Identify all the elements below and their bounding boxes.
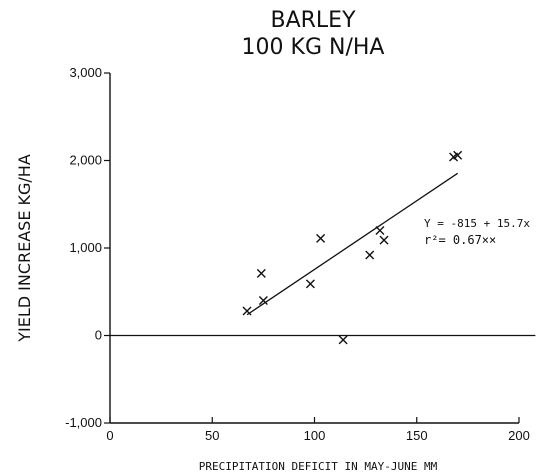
x-tick-label: 0 [106, 428, 113, 443]
data-point [258, 296, 268, 305]
data-point [375, 226, 385, 235]
data-point [379, 235, 389, 245]
plot-area: -1,000 0 1,000 2,000 3,000 0 50 100 150 200 [65, 65, 536, 443]
y-tick-label: 0 [95, 328, 102, 343]
regression-equation: Y = -815 + 15.7x [424, 217, 530, 230]
data-point [338, 335, 348, 345]
chart-subtitle: 100 KG N/HA [242, 35, 385, 60]
data-point [365, 250, 375, 260]
data-point [242, 306, 252, 316]
x-tick-label: 150 [406, 428, 428, 443]
data-point [316, 233, 326, 243]
y-tick-label: 3,000 [69, 65, 102, 80]
r-squared-label: r²= 0.67×× [424, 233, 496, 247]
x-axis-label: PRECIPITATION DEFICIT IN MAY-JUNE MM [199, 460, 438, 473]
data-point [305, 279, 315, 289]
data-point [453, 150, 463, 160]
data-point [256, 268, 266, 278]
y-axis-label: YIELD INCREASE KG/HA [15, 154, 34, 343]
y-tick-label: 2,000 [69, 153, 102, 168]
y-tick-label: -1,000 [65, 415, 102, 430]
x-tick-label: 50 [205, 428, 219, 443]
x-tick-label: 100 [304, 428, 326, 443]
x-tick-label: 200 [508, 428, 530, 443]
regression-line [246, 172, 459, 316]
chart-title: BARLEY [270, 8, 356, 33]
y-tick-label: 1,000 [69, 240, 102, 255]
